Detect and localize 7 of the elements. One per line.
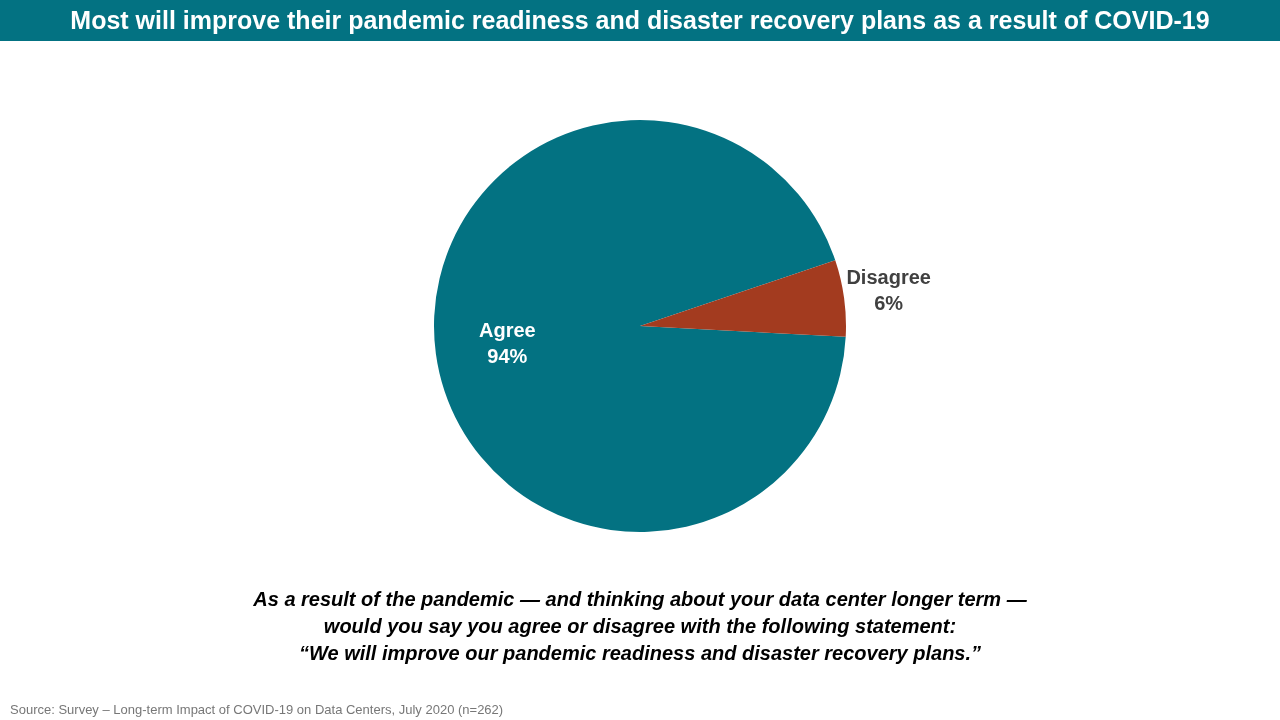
slice-label: Disagree bbox=[846, 266, 931, 289]
data-label: 94% bbox=[487, 344, 528, 367]
source-note: Source: Survey – Long-term Impact of COVID-19 on Data Centers, July 2020 (n=262) bbox=[10, 702, 504, 717]
slice-label: Agree bbox=[478, 318, 536, 341]
data-label: 6% bbox=[874, 292, 904, 315]
chart-title: Most will improve their pandemic readiness and disaster recovery plans as a result of COVID-19 bbox=[0, 0, 1280, 41]
text: As a result of the pandemic — and thinking about your data center longer term — would you say you agree or disagree with the following statement: “We will improve our pandemic readiness and disaster recovery plans.” bbox=[252, 587, 1028, 666]
